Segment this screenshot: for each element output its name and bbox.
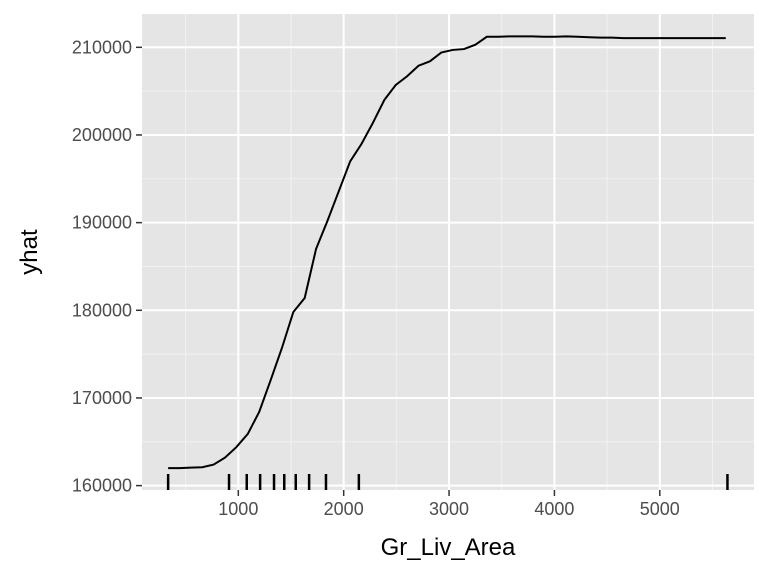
x-tick-label: 5000 <box>640 499 680 519</box>
y-tick-label: 200000 <box>72 125 132 145</box>
x-tick-label: 2000 <box>324 499 364 519</box>
panel-background <box>142 14 754 490</box>
y-axis-ticks: 160000 170000 180000 190000 200000 210000 <box>72 37 142 496</box>
x-axis-ticks: 1000 2000 3000 4000 5000 <box>218 490 680 519</box>
x-tick-label: 4000 <box>534 499 574 519</box>
y-tick-label: 180000 <box>72 300 132 320</box>
minor-grid <box>142 14 754 490</box>
y-tick-label: 170000 <box>72 388 132 408</box>
x-axis-title: Gr_Liv_Area <box>381 534 516 561</box>
y-tick-label: 210000 <box>72 37 132 57</box>
y-tick-label: 160000 <box>72 476 132 496</box>
series-line <box>168 35 726 470</box>
rug-marks <box>166 474 729 490</box>
x-tick-label: 1000 <box>218 499 258 519</box>
y-axis-title: yhat <box>16 229 43 275</box>
major-grid <box>142 14 754 490</box>
y-tick-label: 190000 <box>72 213 132 233</box>
x-tick-label: 3000 <box>429 499 469 519</box>
